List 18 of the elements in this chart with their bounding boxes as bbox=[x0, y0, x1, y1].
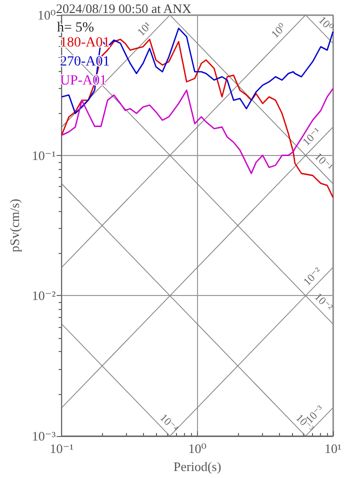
y-tick-label: 10⁻² bbox=[32, 288, 56, 304]
annotation: 10⁻⁴ bbox=[157, 412, 180, 436]
annotation: 10⁻¹ bbox=[300, 126, 324, 148]
annotation: 10⁰ bbox=[316, 14, 336, 34]
annotation: 10⁻² bbox=[312, 291, 336, 314]
x-axis-title: Period(s) bbox=[173, 459, 222, 474]
annotation: 10⁻² bbox=[301, 265, 325, 288]
annotation: 10⁻¹ bbox=[312, 150, 335, 174]
y-tick-label: 10⁰ bbox=[37, 8, 56, 22]
chart-title: 2024/08/19 00:50 at ANX bbox=[56, 1, 192, 16]
y-tick-label: 10⁻³ bbox=[32, 428, 56, 444]
y-axis-title: pSv(cm/s) bbox=[7, 198, 22, 252]
y-tick-label: 10⁻¹ bbox=[32, 148, 56, 163]
x-tick-label: 10⁰ bbox=[188, 441, 206, 456]
annotation: 10¹ bbox=[135, 20, 154, 39]
annotation: 10⁰ bbox=[269, 20, 290, 41]
x-tick-label: 10⁻¹ bbox=[50, 441, 74, 456]
x-tick-label: 10¹ bbox=[324, 441, 342, 456]
